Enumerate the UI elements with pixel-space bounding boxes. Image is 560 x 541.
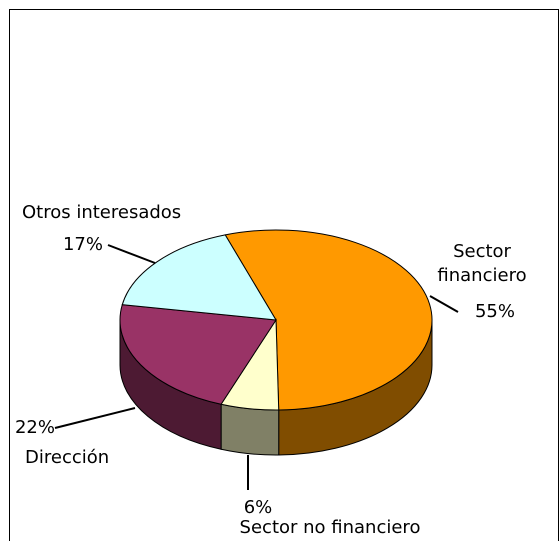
data-label: 22%: [15, 417, 55, 438]
category-label: Sector financiero: [437, 241, 527, 286]
category-label: Sector no financiero: [240, 517, 421, 538]
leader-line: [107, 244, 156, 264]
data-label: 6%: [244, 497, 273, 518]
category-label: Dirección: [25, 447, 109, 468]
data-label: 55%: [475, 301, 515, 322]
data-label: 17%: [63, 234, 103, 255]
pie-slice: [119, 304, 277, 405]
category-label: Otros interesados: [22, 202, 181, 223]
pie-slice: [224, 229, 433, 411]
slice-side: [220, 403, 280, 456]
pie-slice: [121, 234, 277, 321]
leader-line: [54, 407, 136, 429]
leader-line: [429, 295, 459, 313]
